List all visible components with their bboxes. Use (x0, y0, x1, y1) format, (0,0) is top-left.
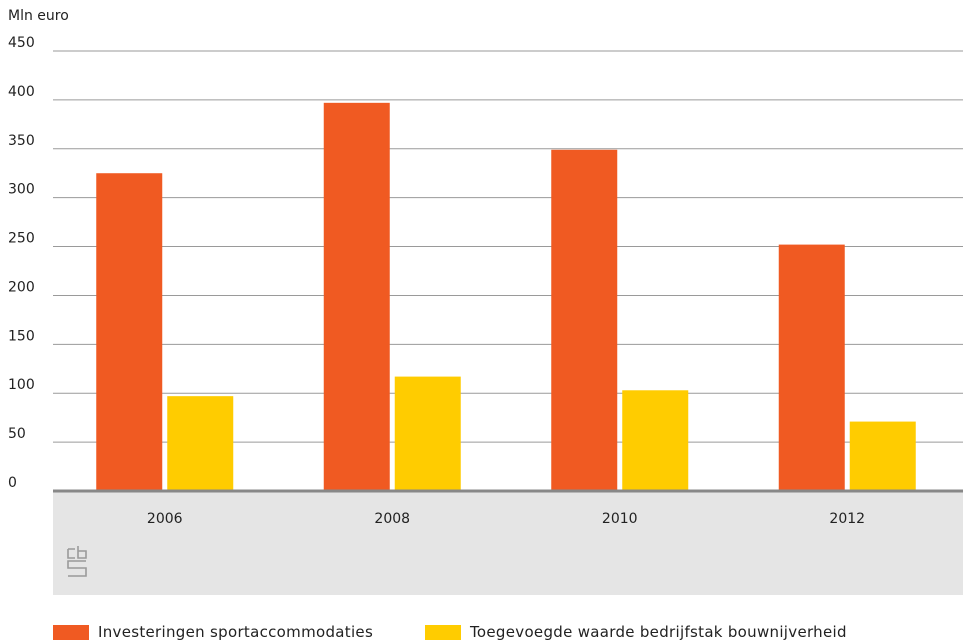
cbs-logo-icon (66, 545, 88, 583)
legend-label: Toegevoegde waarde bedrijfstak bouwnijve… (470, 623, 847, 641)
bar-2010-toegevoegde-waarde (622, 390, 689, 491)
x-tick-labels: 2006 2008 2010 2012 (147, 511, 865, 527)
x-axis-band (53, 490, 963, 595)
y-tick-label: 350 (8, 133, 35, 149)
x-tick-label: 2008 (374, 511, 410, 527)
bar-2012-investeringen (778, 244, 845, 491)
bars (96, 102, 916, 492)
bar-2008-investeringen (323, 102, 390, 492)
y-tick-labels: 0 50 100 150 200 250 300 350 400 450 (8, 35, 35, 491)
y-tick-label: 50 (8, 426, 26, 442)
x-tick-label: 2010 (602, 511, 638, 527)
grid-lines (53, 50, 963, 443)
x-tick-label: 2006 (147, 511, 183, 527)
legend-swatch (53, 625, 89, 640)
y-tick-label: 300 (8, 182, 35, 198)
y-axis-label: Mln euro (8, 8, 69, 24)
y-tick-label: 250 (8, 231, 35, 247)
y-tick-label: 450 (8, 35, 35, 51)
bar-2006-investeringen (96, 173, 163, 491)
y-tick-label: 200 (8, 279, 35, 295)
bar-2010-investeringen (551, 149, 618, 491)
y-tick-label: 100 (8, 377, 35, 393)
y-tick-label: 400 (8, 84, 35, 100)
x-tick-label: 2012 (829, 511, 865, 527)
bar-2008-toegevoegde-waarde (394, 376, 461, 491)
bar-2012-toegevoegde-waarde (849, 421, 916, 491)
y-tick-label: 150 (8, 328, 35, 344)
y-tick-label: 0 (8, 475, 17, 491)
legend-swatch (425, 625, 461, 640)
legend-label: Investeringen sportaccommodaties (98, 623, 374, 641)
bar-2006-toegevoegde-waarde (167, 396, 234, 491)
